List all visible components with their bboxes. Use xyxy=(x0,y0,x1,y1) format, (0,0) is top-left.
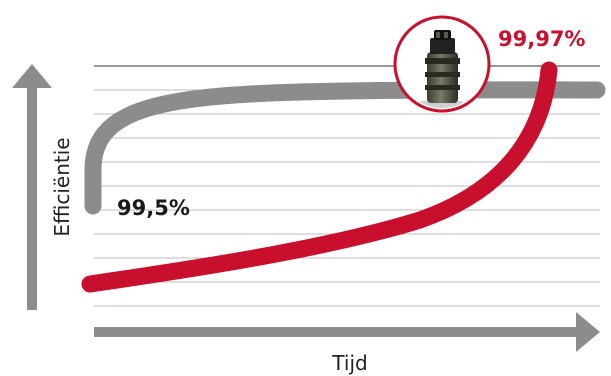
y-axis-arrow xyxy=(12,64,52,310)
grid-lines xyxy=(94,65,600,307)
product-image xyxy=(393,15,491,113)
x-axis-arrow xyxy=(94,312,600,352)
y-axis-label: Efficiëntie xyxy=(50,137,74,236)
series-line-red xyxy=(81,61,558,293)
series-line-grey xyxy=(84,81,606,215)
x-axis-label: Tijd xyxy=(331,351,367,375)
red-end-label: 99,97% xyxy=(498,27,585,51)
grey-start-label: 99,5% xyxy=(117,196,190,220)
